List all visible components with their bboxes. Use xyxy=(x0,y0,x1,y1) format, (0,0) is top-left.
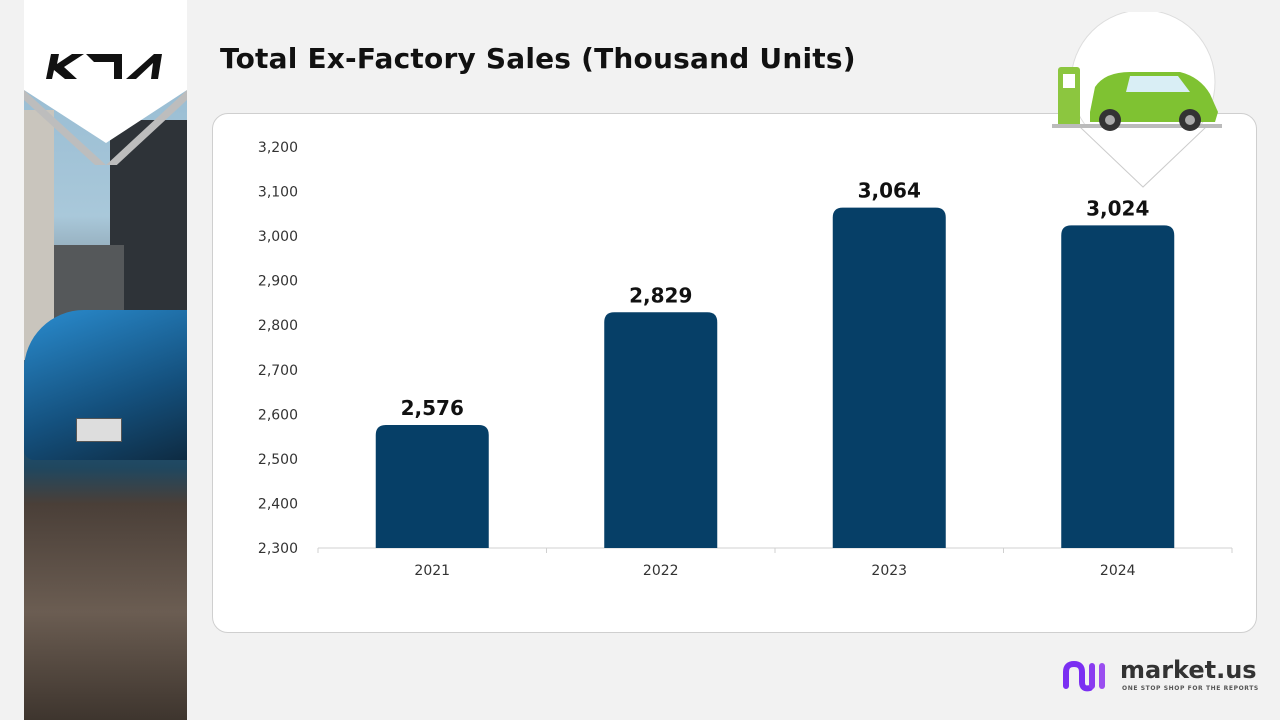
bar-2022 xyxy=(604,312,718,548)
market-us-tagline: ONE STOP SHOP FOR THE REPORTS xyxy=(1122,685,1259,692)
y-tick-label: 3,200 xyxy=(258,140,298,156)
x-tick-label: 2021 xyxy=(414,563,450,579)
market-us-name: market.us xyxy=(1120,656,1257,684)
x-tick-label: 2023 xyxy=(871,563,907,579)
data-label: 2,829 xyxy=(629,283,692,307)
bar-2024 xyxy=(1061,225,1175,548)
chart-title: Total Ex-Factory Sales (Thousand Units) xyxy=(220,42,856,75)
y-tick-label: 2,900 xyxy=(258,274,298,290)
kia-logo-banner xyxy=(24,0,187,165)
market-us-icon xyxy=(1063,660,1105,692)
x-tick-label: 2024 xyxy=(1100,563,1136,579)
y-tick-label: 2,600 xyxy=(258,407,298,423)
data-label: 3,024 xyxy=(1086,196,1149,220)
bar-2023 xyxy=(832,207,946,548)
x-tick-label: 2022 xyxy=(643,563,679,579)
bar-2021 xyxy=(375,425,489,548)
data-label: 2,576 xyxy=(401,396,464,420)
y-tick-label: 3,000 xyxy=(258,229,298,245)
y-tick-label: 2,400 xyxy=(258,496,298,512)
data-label: 3,064 xyxy=(858,179,921,203)
y-tick-label: 2,300 xyxy=(258,541,298,557)
ev-charging-icon xyxy=(1052,12,1222,188)
y-tick-label: 2,700 xyxy=(258,363,298,379)
y-tick-label: 2,800 xyxy=(258,318,298,334)
y-tick-label: 2,500 xyxy=(258,452,298,468)
market-us-logo: market.us ONE STOP SHOP FOR THE REPORTS xyxy=(1062,656,1262,696)
y-tick-label: 3,100 xyxy=(258,185,298,201)
kia-logo xyxy=(46,54,162,79)
